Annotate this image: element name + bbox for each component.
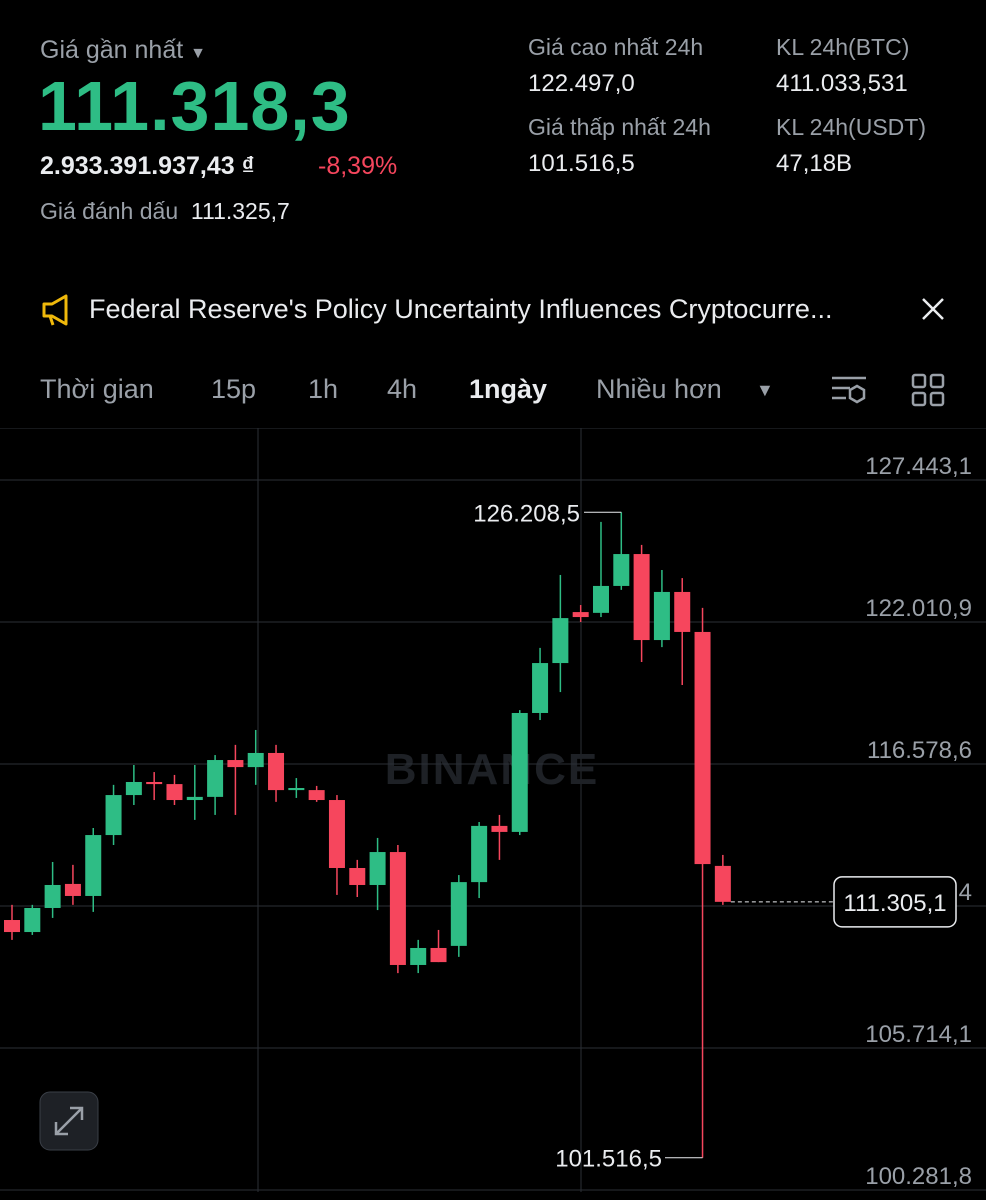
layout-toggle[interactable]: [910, 372, 946, 408]
caret[interactable]: ▼: [756, 380, 774, 400]
candle-body: [430, 947, 447, 963]
fiat-value: 2.933.391.937,43 ₫: [40, 152, 255, 180]
candle-body: [613, 554, 630, 586]
tab[interactable]: 15p: [211, 374, 257, 404]
chart: BINANCE 127.443,1122.010,9116.578,6111.1…: [0, 428, 986, 1192]
candle-body: [592, 585, 609, 613]
candle-body: [227, 760, 244, 768]
grid-icon: [911, 373, 945, 407]
candle-body: [694, 631, 711, 865]
candle-body: [491, 825, 508, 832]
stat-label: KL 24h(BTC): [776, 34, 910, 60]
candle-body: [532, 663, 549, 713]
lines-icon: [832, 376, 866, 400]
last-price: 111.318,3: [38, 67, 351, 145]
candle-body: [450, 882, 467, 946]
candle-body: [552, 618, 569, 664]
stat-label: KL 24h(USDT): [776, 114, 926, 140]
y-tick-label: 100.281,8: [865, 1163, 972, 1190]
expand-icon: [54, 1106, 84, 1136]
candle-body: [4, 920, 20, 933]
x-icon: [922, 298, 944, 320]
candle-body: [674, 591, 691, 632]
candle-body: [44, 884, 61, 908]
candle-body: [247, 752, 264, 768]
candle-body: [64, 883, 81, 896]
last-price-label[interactable]: Giá gần nhất ▼: [40, 36, 206, 65]
candle-body: [207, 760, 224, 797]
value: 111.325,7: [190, 198, 290, 224]
candle-body: [85, 835, 102, 896]
candle-body: [572, 612, 589, 618]
tab[interactable]: 4h: [387, 374, 418, 404]
mark-price: Giá đánh dấu 111.325,7: [40, 198, 290, 225]
tab[interactable]: 1h: [308, 374, 339, 404]
candle-body: [288, 788, 305, 791]
label: Giá gần nhất: [40, 36, 184, 64]
candle-body: [633, 554, 650, 641]
stat-value: 47,18B: [776, 150, 853, 177]
tab[interactable]: Thời gian: [40, 374, 154, 404]
last-price-label: 111.305,1: [843, 890, 946, 917]
candle-body: [24, 907, 41, 933]
caret: ▼: [190, 45, 206, 62]
stat-label: Giá thấp nhất 24h: [528, 114, 711, 140]
candle-body: [105, 795, 122, 836]
stat-value: 122.497,0: [528, 70, 635, 97]
last-price-box: [833, 876, 957, 928]
y-tick-label: 122.010,9: [865, 595, 972, 622]
candle-body: [308, 790, 325, 801]
stat-value: 101.516,5: [528, 150, 635, 177]
candle-body: [166, 784, 183, 801]
icon: [42, 294, 68, 326]
hex-icon: [848, 384, 866, 404]
tab[interactable]: Nhiều hơn: [596, 374, 722, 404]
candle-body: [410, 947, 427, 965]
indicator-settings[interactable]: [830, 372, 870, 408]
candle-body: [511, 712, 528, 832]
max-label: 126.208,5: [473, 500, 580, 527]
candle-body: [653, 591, 670, 641]
label: Giá đánh dấu: [40, 198, 179, 224]
expand-button[interactable]: [39, 1091, 99, 1151]
close-news[interactable]: [920, 296, 946, 322]
megaphone-icon: [40, 292, 76, 328]
y-tick-label: 127.443,1: [865, 453, 972, 480]
y-tick-label: 105.714,1: [865, 1021, 972, 1048]
watermark: BINANCE: [385, 745, 599, 794]
megaphone: [42, 294, 68, 326]
candle-body: [125, 781, 142, 796]
news[interactable]: Federal Reserve's Policy Uncertainty Inf…: [89, 294, 833, 324]
candle-body: [389, 852, 406, 965]
candle-body: [328, 800, 345, 868]
candle-body: [369, 852, 386, 885]
candle-body: [268, 752, 285, 791]
stat-value: 411.033,531: [776, 70, 908, 97]
candle-body: [714, 865, 731, 902]
min-label: 101.516,5: [555, 1146, 662, 1173]
candle-body: [186, 796, 203, 801]
stat-label: Giá cao nhất 24h: [528, 34, 704, 60]
tab[interactable]: 1ngày: [469, 374, 548, 404]
candle-body: [471, 825, 488, 883]
candle-body: [146, 781, 163, 785]
price-change: -8,39%: [318, 152, 398, 180]
candle-body: [349, 867, 366, 885]
y-tick-label: 116.578,6: [867, 737, 972, 764]
